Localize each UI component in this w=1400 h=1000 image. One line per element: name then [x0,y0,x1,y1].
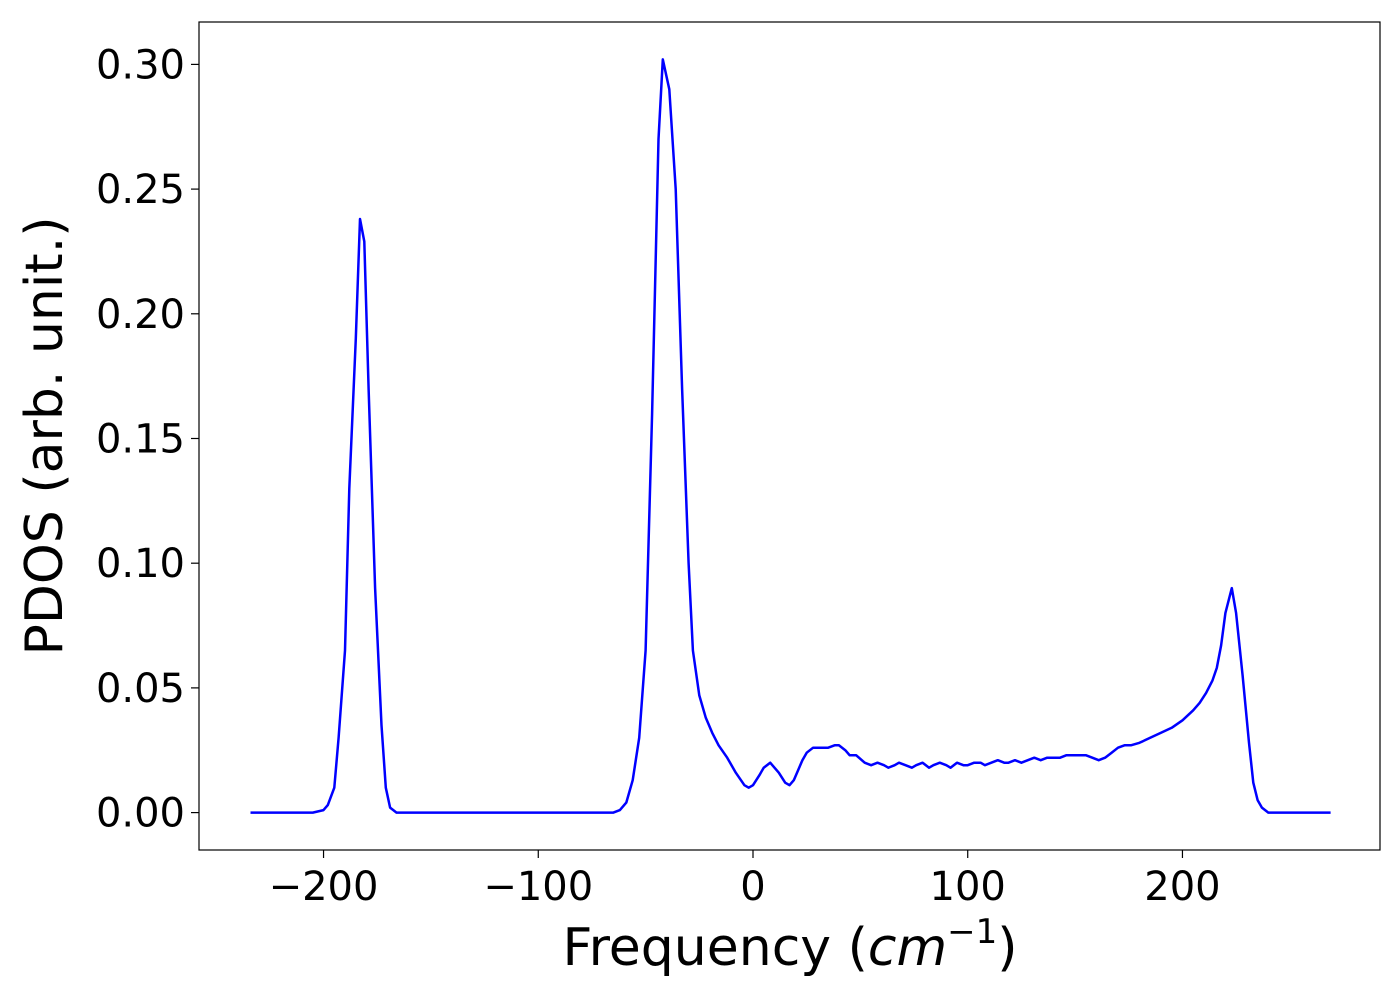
series-group [250,58,1331,814]
y-tick-label: 0.20 [96,292,185,338]
x-tick-label: −200 [269,864,379,910]
x-tick-label: 0 [740,864,765,910]
x-tick-label: 100 [930,864,1006,910]
y-tick-label: 0.30 [96,42,185,88]
x-axis-label-main: Frequency ( [562,918,867,978]
plot-frame [198,21,1381,851]
x-axis-label: Frequency (cm−1) [562,912,1017,978]
y-axis-label: PDOS (arb. unit.) [15,216,75,655]
y-axis-ticks: 0.00 0.05 0.10 0.15 0.20 0.25 0.30 [96,42,199,837]
x-axis-ticks: −200 −100 0 100 200 [269,850,1221,910]
x-tick-label: −100 [483,864,593,910]
x-axis-label-close: ) [997,918,1017,978]
y-tick-label: 0.15 [96,416,185,462]
x-tick-label: 200 [1144,864,1220,910]
x-axis-label-exponent: −1 [947,912,997,952]
y-tick-label: 0.25 [96,167,185,213]
y-tick-label: 0.10 [96,541,185,587]
pdos-series-line [250,58,1331,814]
y-tick-label: 0.00 [96,791,185,837]
y-tick-label: 0.05 [96,666,185,712]
x-axis-label-unit: cm [868,918,947,978]
